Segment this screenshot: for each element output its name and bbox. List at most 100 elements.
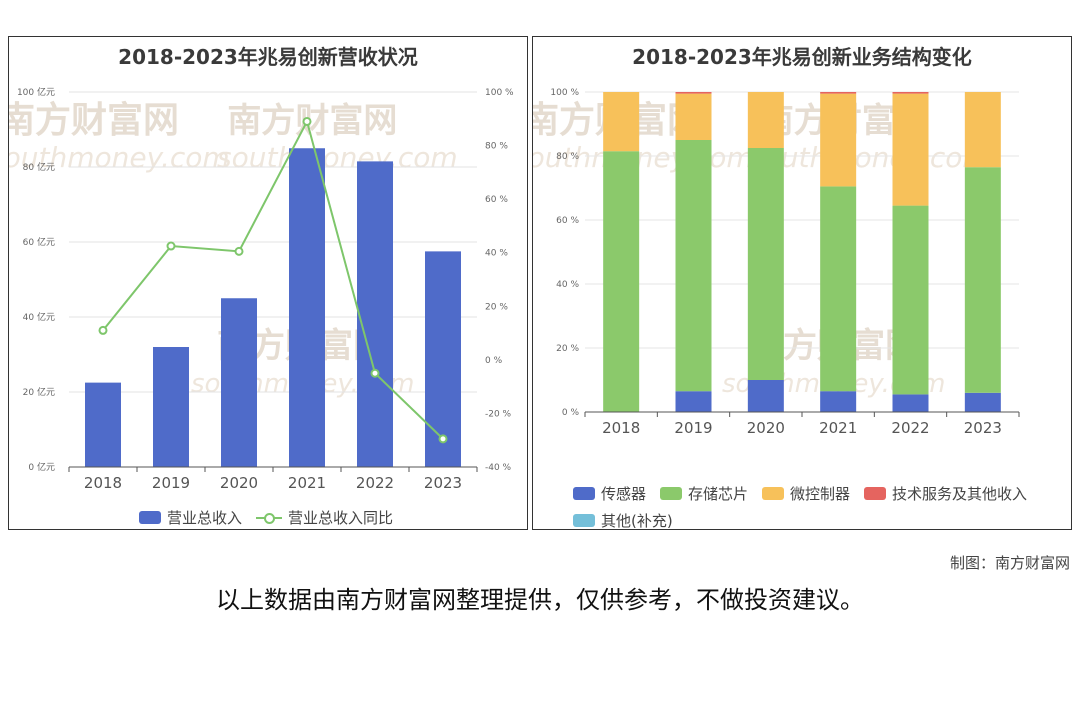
legend-item-yoy[interactable]: 营业总收入同比: [256, 507, 393, 528]
x-axis-tick-label: 2021: [819, 419, 857, 437]
x-axis-tick-label: 2023: [964, 419, 1002, 437]
legend-label: 技术服务及其他收入: [892, 485, 1028, 503]
legend-item-sensor[interactable]: 传感器: [573, 483, 646, 504]
stacked-bar-segment: [820, 391, 857, 412]
stacked-bar-segment: [603, 92, 640, 152]
structure-chart-svg: 南方财富网南方财富网南方财富网南方财富网southmoney.comsouthm…: [533, 88, 1020, 437]
legend-label: 营业总收入: [167, 509, 243, 527]
legend-swatch: [864, 487, 887, 500]
watermark-site-text: southmoney.com: [533, 141, 754, 174]
chart-title-revenue: 2018-2023年兆易创新营收状况: [118, 45, 418, 69]
y-axis-tick-label: 20 %: [556, 344, 579, 354]
stacked-bar-segment: [892, 394, 929, 412]
yoy-point: [438, 434, 448, 444]
grid-lines: [585, 91, 1019, 349]
legend-label: 存储芯片: [688, 485, 749, 503]
legend-swatch-line: [256, 511, 283, 525]
legend-item-storage[interactable]: 存储芯片: [660, 483, 748, 504]
stacked-bar-segment: [892, 92, 929, 94]
stacked-bars: [603, 92, 1001, 412]
chart-title-structure: 2018-2023年兆易创新业务结构变化: [632, 45, 972, 69]
yoy-line: [98, 116, 448, 444]
right-axis-tick-label: 0 %: [485, 356, 503, 366]
stacked-bar-segment: [892, 205, 929, 395]
stacked-bar-segment: [675, 140, 712, 392]
watermark-site-text: southmoney.com: [749, 141, 990, 174]
stacked-bar-segment: [747, 148, 784, 380]
yoy-point: [234, 246, 244, 256]
right-axis-tick-label: -40 %: [485, 463, 512, 473]
y-axis-tick-label: 60 %: [556, 216, 579, 226]
x-axis-tick-label: 2019: [674, 419, 712, 437]
legend-item-revenue[interactable]: 营业总收入: [139, 507, 242, 528]
legend-swatch-bar: [139, 511, 161, 524]
stacked-bar-segment: [675, 391, 712, 412]
x-axis-tick-label: 2022: [356, 474, 394, 492]
watermark-site-text: southmoney.com: [217, 141, 458, 174]
legend-label: 营业总收入同比: [288, 509, 394, 527]
stacked-bar-segment: [747, 92, 784, 148]
y-axis-tick-label: 80 %: [556, 152, 579, 162]
x-axis-tick-label: 2020: [747, 419, 785, 437]
revenue-chart-svg: 南方财富网南方财富网南方财富网南方财富网southmoney.comsouthm…: [9, 86, 514, 492]
x-axis-tick-label: 2023: [424, 474, 462, 492]
legend-label: 其他(补充): [601, 512, 673, 530]
x-axis-tick-label: 2021: [288, 474, 326, 492]
disclaimer-note: 以上数据由南方财富网整理提供，仅供参考，不做投资建议。: [216, 586, 864, 614]
right-axis-tick-label: 100 %: [485, 88, 514, 98]
legend-item-tech-service[interactable]: 技术服务及其他收入: [864, 483, 1027, 504]
yoy-point: [166, 241, 176, 251]
revenue-bar: [221, 298, 257, 467]
x-axis-tick-label: 2018: [84, 474, 122, 492]
y-axis-tick-label: 40 %: [556, 280, 579, 290]
legend-item-mcu[interactable]: 微控制器: [762, 483, 850, 504]
grid-lines: [69, 91, 477, 393]
axes: 0 % 20 % 40 % 60 % 80 % 100 % 2018 2019 2020 2021…: [550, 88, 1020, 437]
legend-item-other[interactable]: 其他(补充): [573, 510, 673, 531]
revenue-bars: [85, 148, 461, 467]
right-axis-tick-label: 80 %: [485, 142, 508, 152]
watermark-site-text: southmoney.com: [9, 141, 230, 174]
revenue-bar: [289, 148, 325, 467]
chart-credit: 制图：南方财富网: [949, 554, 1070, 572]
revenue-bar: [153, 347, 189, 467]
left-axis-tick-label: 80 亿元: [23, 161, 55, 173]
right-axis-tick-label: 40 %: [485, 249, 508, 259]
legend-swatch: [573, 514, 595, 527]
watermark-brand-text: 南方财富网: [227, 101, 397, 141]
legend-swatch: [660, 487, 683, 500]
stacked-bar-segment: [675, 93, 712, 140]
right-axis-tick-label: -20 %: [485, 409, 512, 419]
stacked-bar-segment: [964, 92, 1001, 168]
x-axis-tick-label: 2020: [220, 474, 258, 492]
legend-label: 传感器: [601, 485, 647, 503]
legend-swatch: [762, 487, 785, 500]
stacked-bar-segment: [964, 167, 1001, 393]
stacked-bar-segment: [964, 392, 1001, 412]
revenue-bar: [425, 251, 461, 467]
stacked-bar-segment: [892, 93, 929, 206]
legend-label: 微控制器: [790, 485, 851, 503]
stacked-bar-segment: [603, 151, 640, 412]
right-axis-tick-label: 60 %: [485, 195, 508, 205]
x-axis-tick-label: 2022: [891, 419, 929, 437]
right-axis-tick-label: 20 %: [485, 302, 508, 312]
yoy-point: [302, 116, 312, 126]
stacked-bar-segment: [820, 93, 857, 187]
left-axis-tick-label: 0 亿元: [28, 461, 55, 473]
left-axis-tick-label: 60 亿元: [23, 236, 55, 248]
structure-chart-panel: 南方财富网南方财富网南方财富网南方财富网southmoney.comsouthm…: [532, 36, 1072, 530]
revenue-bar: [357, 161, 393, 467]
y-axis-tick-label: 100 %: [550, 88, 579, 98]
legend-revenue: 营业总收入 营业总收入同比: [139, 507, 407, 528]
legend-structure: 传感器 存储芯片 微控制器 技术服务及其他收入 其他(补充): [573, 483, 1053, 531]
revenue-chart-panel: 南方财富网南方财富网南方财富网南方财富网southmoney.comsouthm…: [8, 36, 528, 530]
left-axis-tick-label: 100 亿元: [17, 86, 55, 98]
x-axis-tick-label: 2018: [602, 419, 640, 437]
left-axis-tick-label: 20 亿元: [23, 386, 55, 398]
yoy-line-path: [102, 118, 444, 440]
legend-swatch: [573, 487, 595, 500]
left-axis-tick-label: 40 亿元: [23, 311, 55, 323]
stacked-bar-segment: [747, 380, 784, 412]
y-axis-tick-label: 0 %: [562, 408, 580, 418]
